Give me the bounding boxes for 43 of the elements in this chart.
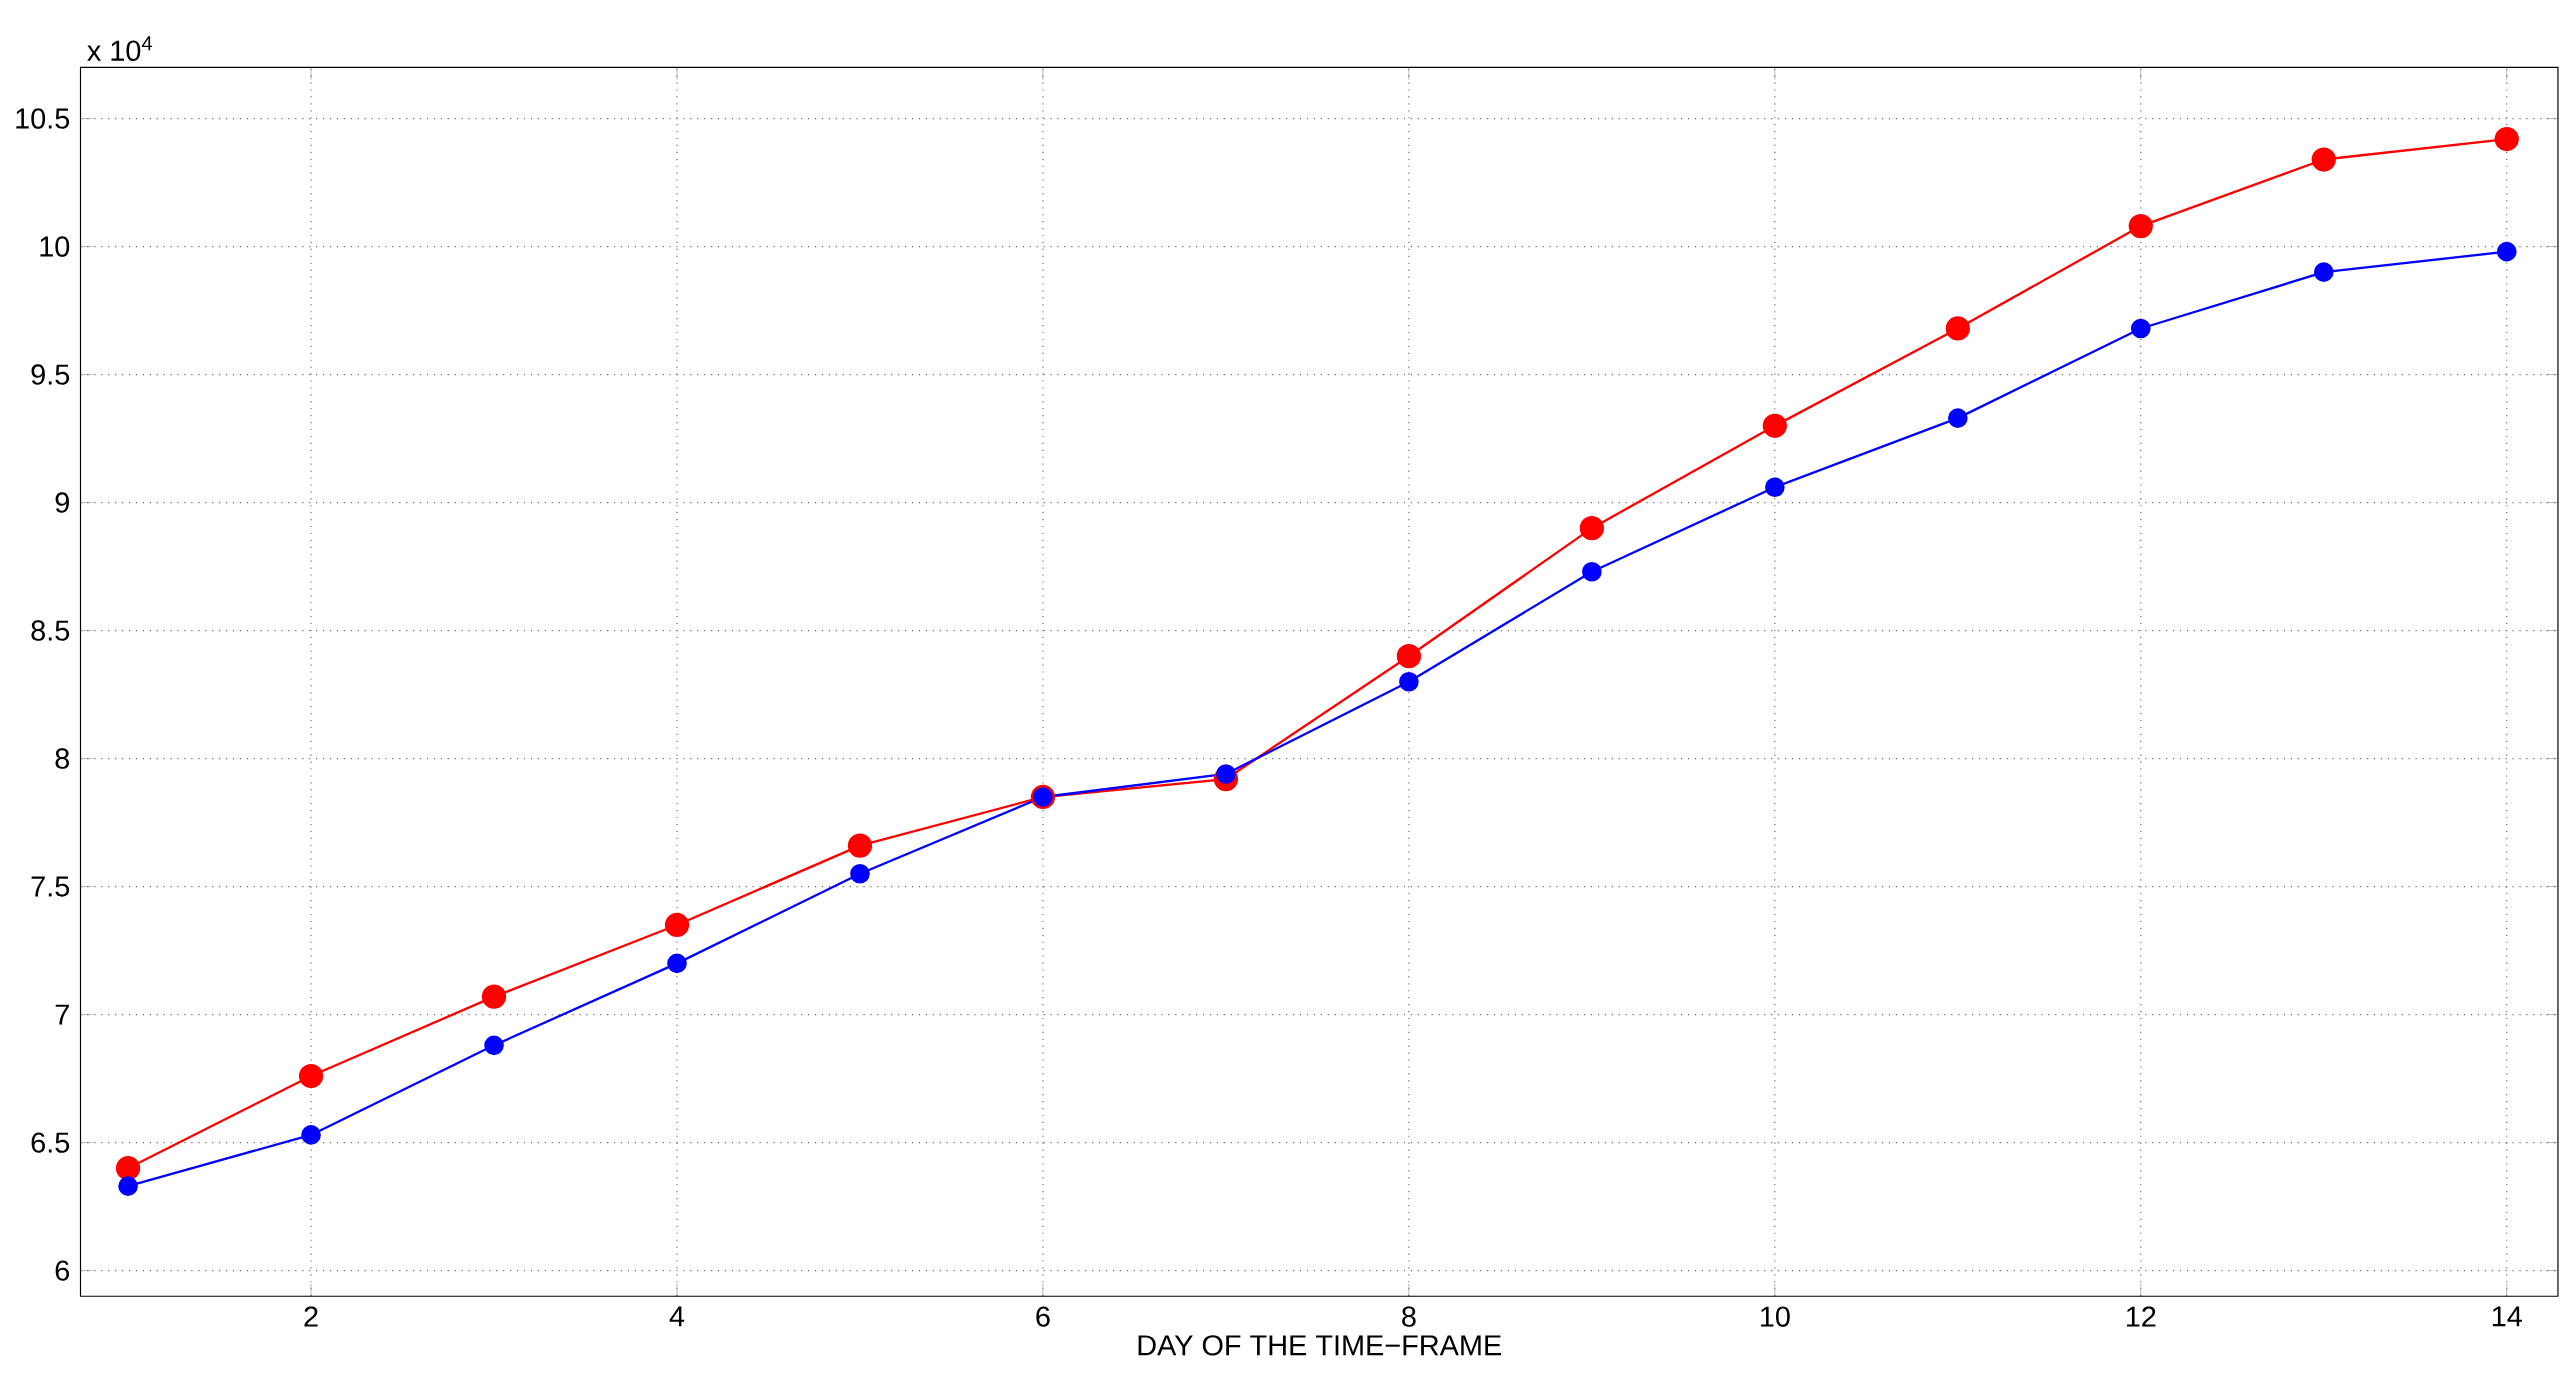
- point: [1399, 672, 1419, 692]
- point: [2311, 147, 2336, 172]
- y-tick-label: 8: [55, 748, 70, 769]
- point: [1765, 477, 1785, 498]
- point: [1762, 413, 1787, 438]
- point: [115, 1156, 141, 1181]
- y-tick-label: 6: [55, 1260, 70, 1281]
- y-tick-label: 9: [55, 492, 69, 513]
- y-tick-label: 8.5: [31, 620, 70, 641]
- x-tick-label: 10: [1761, 1306, 1790, 1327]
- point: [298, 1064, 324, 1089]
- text: x 10$^{4}$: [87, 36, 153, 62]
- point: [850, 864, 870, 884]
- point: [1582, 561, 1602, 582]
- point: [847, 833, 873, 858]
- point: [664, 912, 690, 938]
- y-tick-label: 7.5: [31, 876, 70, 897]
- point: [2130, 318, 2151, 339]
- y-tick-label: 10.5: [16, 108, 70, 129]
- point: [1579, 516, 1604, 541]
- point: [301, 1125, 321, 1145]
- point: [1947, 408, 1968, 429]
- point: [667, 953, 687, 974]
- point: [1396, 644, 1422, 669]
- point: [2496, 241, 2517, 262]
- y-tick-label: 9.5: [31, 364, 70, 385]
- x-tick-label: 6: [1036, 1306, 1050, 1327]
- x-axis-title: DAY OF THE TIME−FRAME: [1138, 1335, 1501, 1356]
- point: [2128, 214, 2153, 239]
- point: [484, 1035, 504, 1056]
- x-tick-label: 12: [2126, 1306, 2156, 1327]
- y-tick-label: 7: [55, 1004, 69, 1025]
- point: [118, 1176, 138, 1197]
- x-tick-label: 8: [1402, 1306, 1416, 1327]
- x-tick-label: 4: [669, 1306, 685, 1327]
- x-tick-label: 14: [2492, 1306, 2522, 1327]
- y-tick-label: 6.5: [31, 1132, 70, 1153]
- point: [1945, 316, 1970, 341]
- point: [2313, 262, 2334, 283]
- x-tick-label: 2: [304, 1306, 318, 1327]
- y-tick-label: 10: [40, 236, 70, 257]
- point: [2494, 127, 2519, 152]
- point: [481, 984, 507, 1009]
